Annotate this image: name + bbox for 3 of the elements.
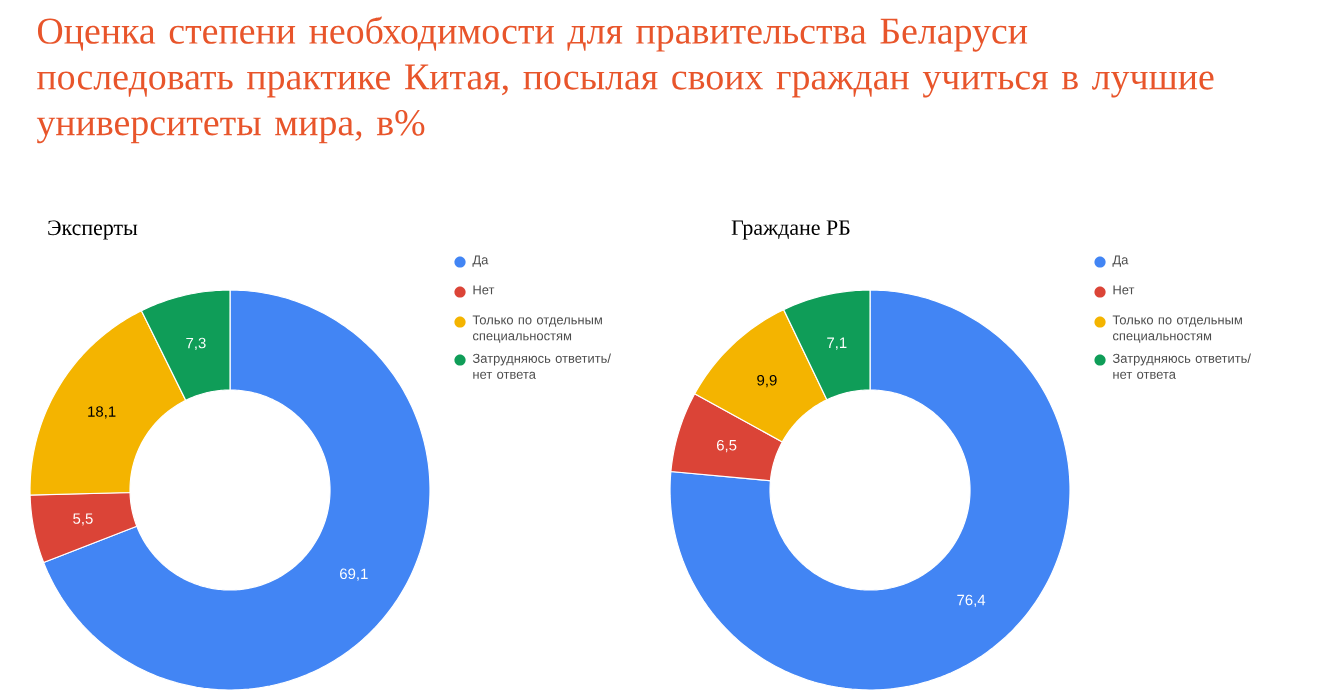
chart-title: Оценка степени необходимости для правительства Беларуси последовать практике Китая, посылая своих граждан учиться в лучшие университеты мира, в%: [36, 16, 1214, 144]
chart-subtitle: Эксперты: [48, 220, 138, 240]
chart-title: Граждане РБ: [731, 220, 850, 240]
